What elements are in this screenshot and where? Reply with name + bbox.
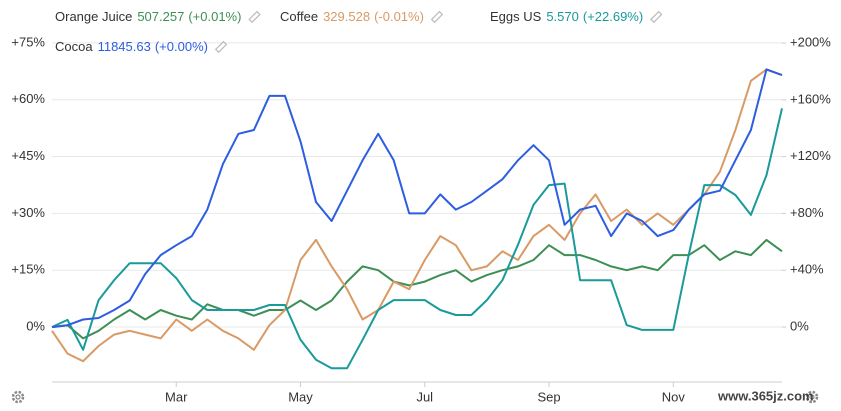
legend-value: 11845.63 <box>98 39 151 54</box>
x-tick-label: Jul <box>416 389 433 404</box>
y-tick-label: +75% <box>11 34 45 49</box>
x-tick-label: Sep <box>537 389 560 404</box>
watermark: www.365jz.com <box>717 388 814 403</box>
legend-value: 5.570 <box>546 9 579 24</box>
legend-change: (+0.00%) <box>155 39 208 54</box>
edit-icon[interactable] <box>248 10 261 24</box>
y-tick-label: 0% <box>26 318 45 333</box>
edit-icon-body <box>430 10 444 24</box>
edit-icon-body <box>214 40 228 54</box>
legend-name: Cocoa <box>55 39 93 54</box>
y2-tick-label: +200% <box>790 35 831 50</box>
y-tick-label: +60% <box>11 91 45 106</box>
legend-change: (-0.01%) <box>374 9 424 24</box>
y2-tick-label: +160% <box>790 91 831 106</box>
settings-icon[interactable] <box>805 390 819 404</box>
x-tick-label: May <box>288 389 313 404</box>
edit-icon[interactable] <box>214 40 228 54</box>
series-line <box>51 238 783 340</box>
y2-tick-label: +40% <box>790 262 824 277</box>
edit-icon[interactable] <box>650 10 663 24</box>
series-line <box>51 68 783 363</box>
legend-change: (+0.01%) <box>188 9 241 24</box>
legend-name: Eggs US <box>490 9 542 24</box>
y-tick-label: +15% <box>11 262 45 277</box>
legend-name: Orange Juice <box>55 9 132 24</box>
y-tick-label: +30% <box>11 205 45 220</box>
y2-tick-label: 0% <box>790 318 809 333</box>
series-line <box>51 108 783 370</box>
legend-entry: Eggs US 5.570 (+22.69%) <box>490 9 643 24</box>
edit-icon[interactable] <box>430 10 444 24</box>
legend-entry: Orange Juice 507.257 (+0.01%) <box>55 9 241 24</box>
edit-icon-body <box>248 10 261 24</box>
settings-icon[interactable] <box>11 390 25 404</box>
y-tick-label: +45% <box>11 148 45 163</box>
legend-value: 329.528 <box>323 9 370 24</box>
legend-name: Coffee <box>280 9 318 24</box>
series-line <box>51 68 783 329</box>
x-tick-label: Mar <box>165 389 188 404</box>
y2-tick-label: +80% <box>790 205 824 220</box>
legend-value: 507.257 <box>137 9 184 24</box>
x-tick-label: Nov <box>662 389 686 404</box>
edit-icon-body <box>650 10 663 24</box>
legend-entry: Cocoa 11845.63 (+0.00%) <box>55 39 208 54</box>
legend-change: (+22.69%) <box>583 9 643 24</box>
y2-tick-label: +120% <box>790 148 831 163</box>
legend-entry: Coffee 329.528 (-0.01%) <box>280 9 424 24</box>
